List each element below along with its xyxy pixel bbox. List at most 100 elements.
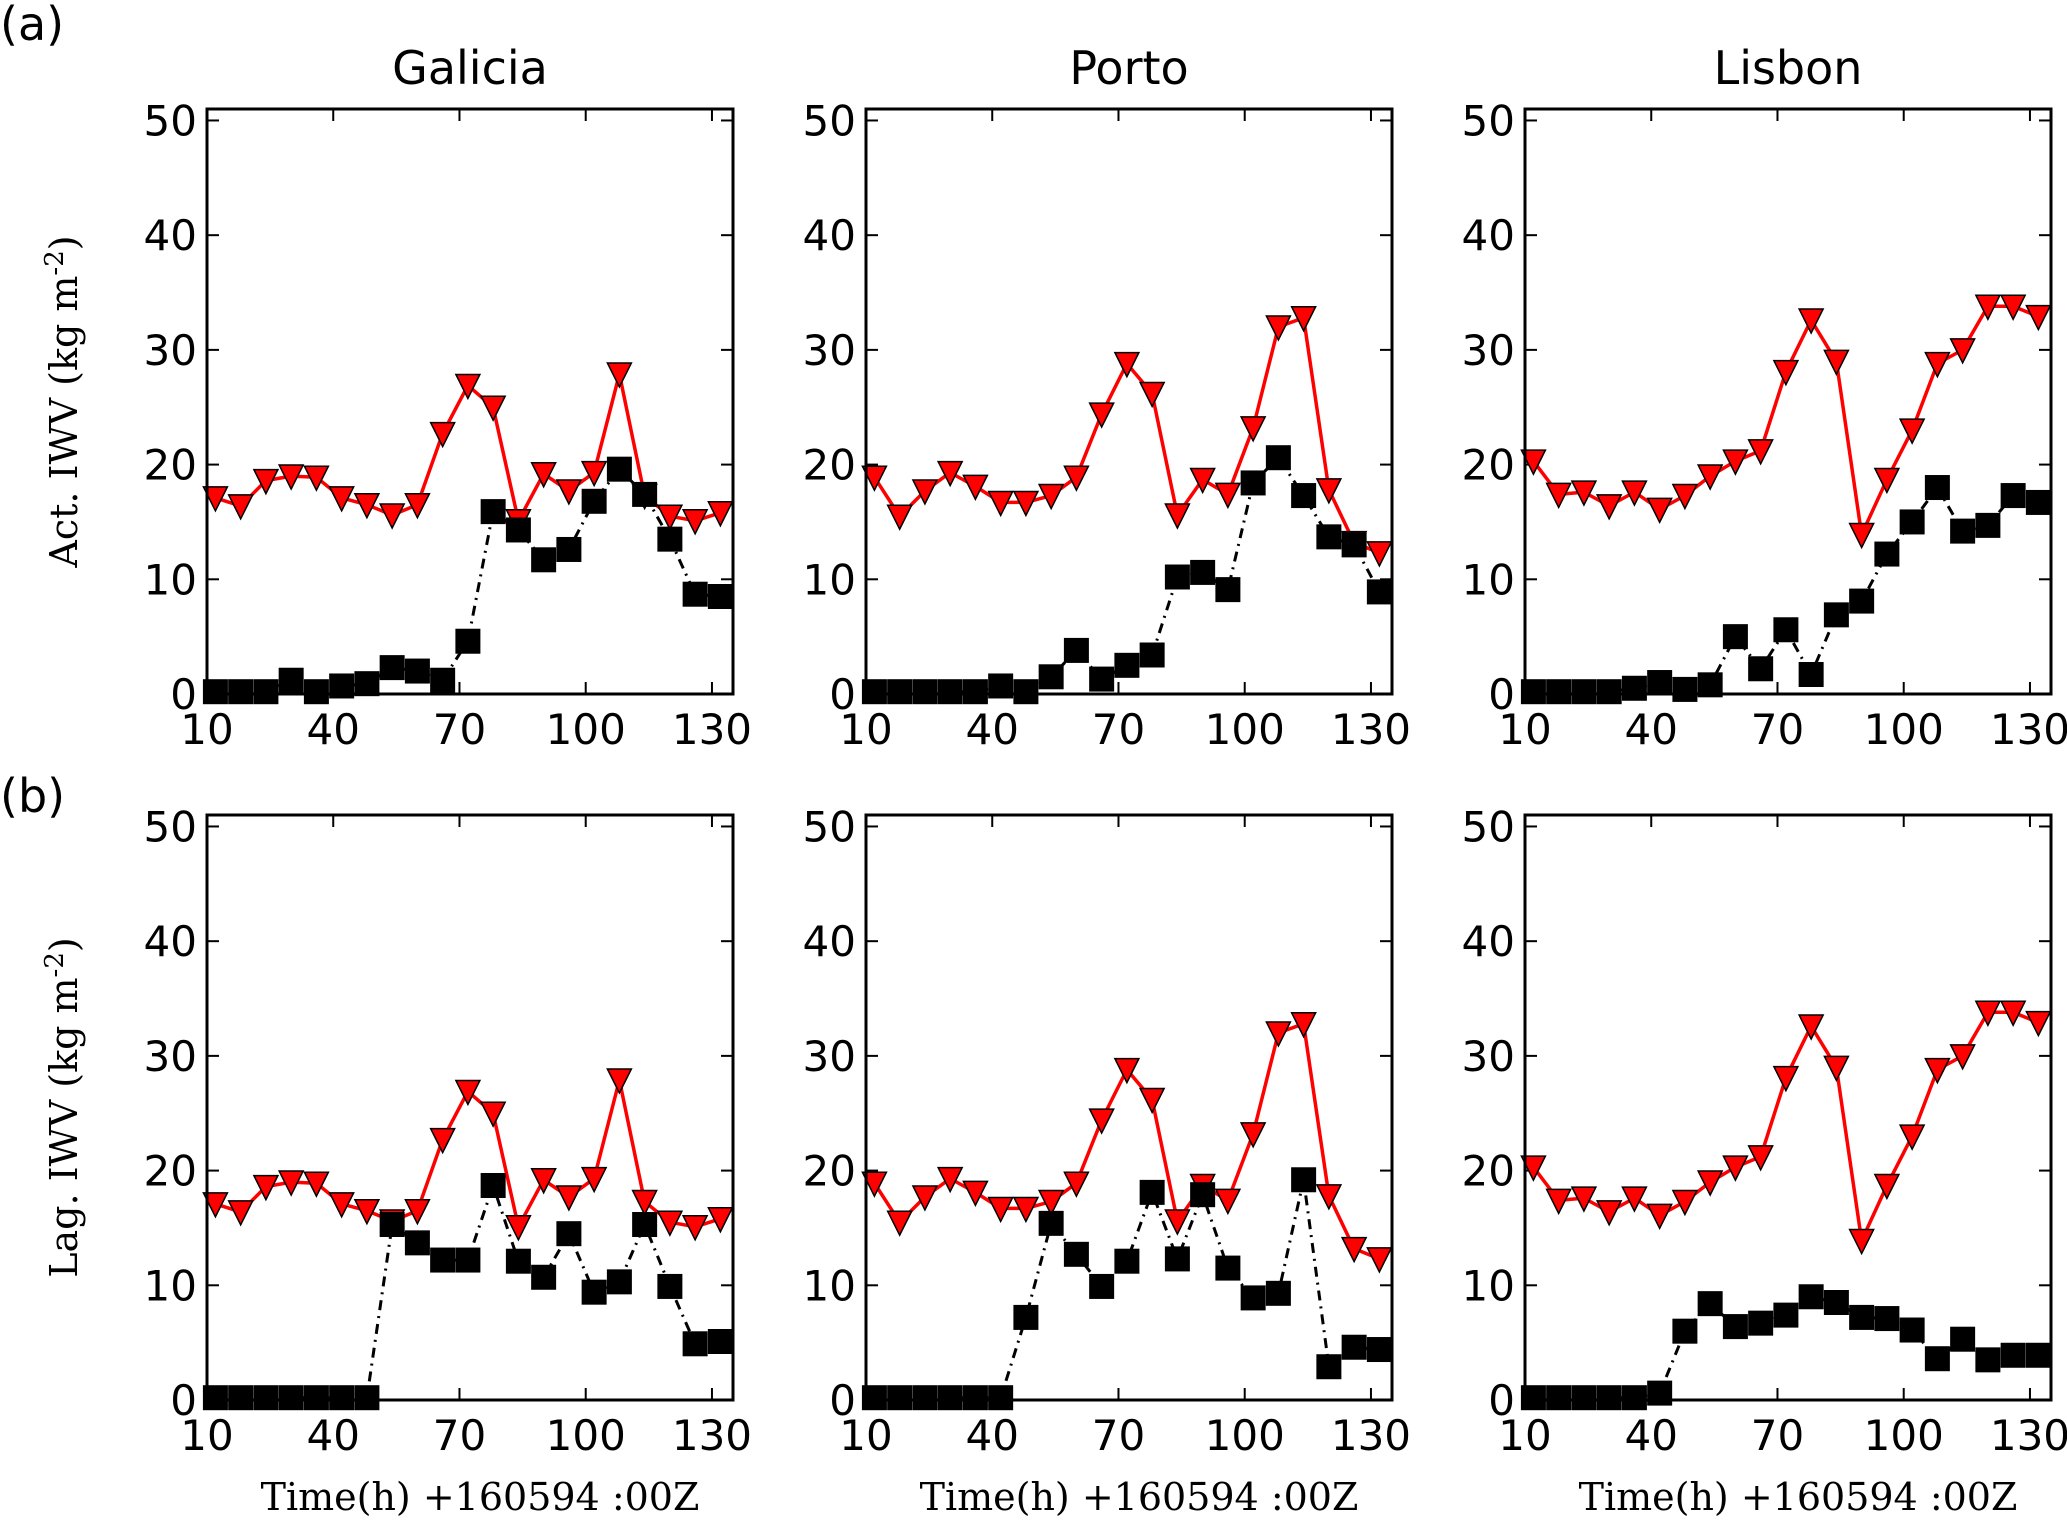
model-marker [1773,1302,1799,1328]
model-marker [531,1264,557,1290]
x-tick-label: 10 [1498,705,1551,754]
y-tick-label: 40 [1462,211,1515,260]
observed-marker [656,1210,684,1237]
x-tick-label: 130 [1331,1411,1411,1460]
observed-marker [681,509,709,536]
model-marker [1773,617,1799,643]
model-marker [1546,1385,1572,1411]
model-marker [354,671,380,697]
observed-marker [606,362,633,389]
x-tick-label: 70 [433,705,486,754]
observed-marker [353,492,381,520]
model-marker [430,1247,456,1273]
model-marker [1647,670,1673,696]
model-marker [632,481,658,507]
model-marker [253,679,279,705]
observed-marker [1037,483,1065,511]
model-marker [682,1331,708,1357]
model-marker [1899,1317,1925,1343]
y-tick-label: 0 [170,1376,197,1425]
model-marker [707,584,733,609]
observed-marker [1265,1021,1292,1048]
model-line [874,1179,1380,1400]
observed-marker [454,373,482,401]
observed-marker [1063,1171,1090,1198]
y-tick-label: 20 [144,1147,197,1196]
observed-marker [1315,478,1343,505]
observed-marker [1138,381,1166,409]
model-marker [455,1247,481,1273]
model-marker [1950,518,1976,544]
observed-marker [328,1192,355,1219]
x-tick-label: 10 [839,705,892,754]
model-marker [1316,1354,1342,1380]
y-axis-label: Lag. IWV (kg m-2) [40,937,86,1277]
model-marker [1291,483,1317,509]
observed-marker [1012,490,1040,518]
observed-marker [1340,1236,1368,1264]
y-tick-label: 10 [144,555,197,604]
observed-marker [1315,1184,1343,1211]
observed-marker [479,1101,507,1128]
x-tick-label: 70 [1092,705,1145,754]
model-marker [2025,489,2051,515]
observed-marker [1873,467,1901,495]
observed-marker [580,1166,608,1194]
observed-marker [479,395,507,422]
x-axis-label: Time(h) +160594 :00Z [920,1475,1359,1519]
model-marker [1975,512,2001,538]
model-marker [1621,675,1647,701]
observed-marker [1138,1087,1166,1115]
observed-marker [606,1068,633,1095]
model-marker [1823,1290,1849,1315]
model-marker [1164,564,1190,590]
observed-marker [353,1198,381,1226]
y-tick-label: 30 [144,1032,197,1081]
observed-marker [1646,1203,1673,1231]
observed-marker [1797,308,1825,335]
observed-marker [454,1079,482,1107]
observed-marker [252,468,280,496]
y-tick-label: 30 [803,1032,856,1081]
model-marker [1823,602,1849,628]
observed-marker [303,1171,330,1198]
model-marker [1038,664,1064,690]
observed-marker [1696,464,1724,491]
model-marker [1139,1179,1165,1205]
observed-marker [555,1185,583,1212]
y-tick-label: 10 [144,1261,197,1310]
observed-marker [707,1207,734,1234]
model-marker [1924,475,1950,501]
x-tick-label: 70 [1092,1411,1145,1460]
observed-marker [1366,541,1393,568]
observed-marker [1088,1108,1115,1135]
model-marker [379,655,405,681]
panel-title: Galicia [392,41,548,95]
observed-marker [1722,449,1749,476]
model-marker [1089,1273,1115,1299]
x-tick-label: 70 [1751,705,1804,754]
model-marker [1190,559,1216,585]
model-marker [1546,679,1572,705]
y-tick-label: 10 [803,555,856,604]
model-marker [1621,1385,1647,1411]
model-marker [1265,1280,1291,1306]
observed-marker [1595,1200,1623,1227]
model-marker [1722,1314,1748,1340]
model-marker [1950,1326,1976,1352]
observed-marker [1924,351,1951,379]
x-tick-label: 100 [1205,1411,1285,1460]
observed-marker [1366,1247,1393,1274]
model-marker [1190,1182,1216,1208]
x-tick-label: 130 [1331,705,1411,754]
model-marker [556,1221,582,1247]
panel-b-galicia: Lag. IWV (kg m-2)Time(h) +160594 :00Z010… [40,802,752,1519]
model-marker [1240,1285,1266,1311]
model-marker [1366,579,1392,605]
observed-marker [886,1210,913,1237]
observed-marker [252,1174,280,1202]
observed-marker [530,1168,557,1195]
model-marker [1164,1246,1190,1272]
